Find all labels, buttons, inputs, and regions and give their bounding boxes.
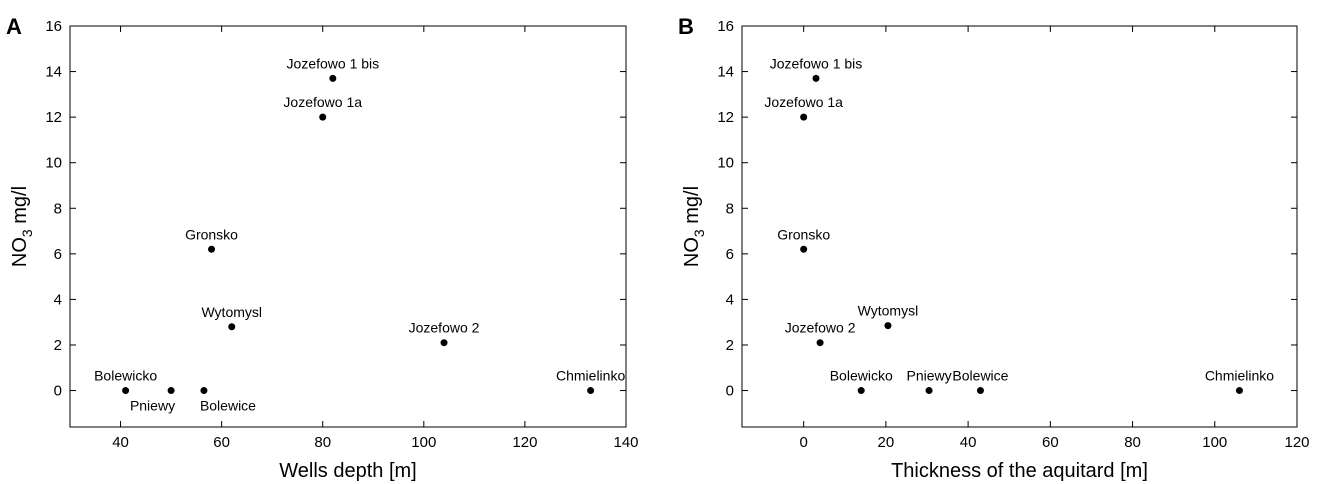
y-tick-label: 12 — [717, 109, 734, 126]
data-point-label: Wytomysl — [858, 303, 919, 319]
data-point-label: Chmielinko — [1205, 368, 1274, 384]
y-tick-label: 0 — [726, 383, 734, 400]
data-point-label: Pniewy — [130, 398, 175, 414]
y-tick-label: 12 — [45, 109, 62, 126]
data-point-label: Wytomysl — [201, 304, 262, 320]
y-axis-title-main: NO — [9, 237, 31, 267]
x-tick-label: 120 — [1284, 434, 1309, 451]
y-axis-title-unit: mg/l — [9, 186, 31, 229]
x-tick-label: 80 — [314, 434, 331, 451]
data-point-label: Bolewicko — [830, 368, 893, 384]
y-tick-label: 10 — [717, 155, 734, 172]
data-point-label: Jozefowo 2 — [409, 320, 480, 336]
x-tick-label: 100 — [1202, 434, 1227, 451]
data-point — [800, 245, 808, 253]
data-point-label: Jozefowo 1 bis — [770, 55, 863, 71]
y-tick-label: 16 — [717, 18, 734, 35]
data-point — [857, 387, 865, 395]
data-point-label: Jozefowo 2 — [785, 320, 856, 336]
y-tick-label: 16 — [45, 18, 62, 35]
x-tick-label: 0 — [799, 434, 807, 451]
panel-label: A — [6, 14, 22, 39]
x-tick-label: 80 — [1124, 434, 1141, 451]
x-tick-label: 40 — [112, 434, 129, 451]
y-axis-title: NO3 mg/l — [9, 186, 35, 267]
x-tick-label: 60 — [213, 434, 230, 451]
data-point — [208, 245, 216, 253]
y-axis-title-main: NO — [681, 237, 703, 267]
data-point — [329, 74, 337, 82]
x-axis-title: Thickness of the aquitard [m] — [891, 460, 1148, 482]
y-tick-label: 4 — [54, 291, 62, 308]
scatter-panel-a: A 40 60 80 100 120 140 0 2 4 6 8 10 12 14 16 Wells depth… — [6, 14, 639, 482]
plot-frame — [741, 25, 1298, 428]
x-tick-label: 140 — [613, 434, 638, 451]
y-tick-label: 8 — [54, 200, 62, 217]
data-point — [319, 113, 327, 121]
y-tick-label: 8 — [726, 200, 734, 217]
data-point-label: Chmielinko — [556, 368, 625, 384]
plot-frame — [69, 25, 627, 428]
data-point-label: Jozefowo 1a — [764, 94, 843, 110]
y-axis-title-subscript: 3 — [691, 229, 707, 237]
data-point — [587, 387, 595, 395]
y-tick-label: 4 — [726, 291, 734, 308]
data-point-label: Jozefowo 1 bis — [287, 55, 380, 71]
y-tick-label: 6 — [726, 246, 734, 263]
x-tick-label: 60 — [1042, 434, 1059, 451]
data-point-label: Gronsko — [777, 226, 830, 242]
y-axis-title-unit: mg/l — [681, 186, 703, 229]
data-point-label: Bolewicko — [94, 368, 157, 384]
y-axis-title-subscript: 3 — [19, 229, 35, 237]
data-point — [925, 387, 933, 395]
y-tick-label: 2 — [54, 337, 62, 354]
y-tick-label: 2 — [726, 337, 734, 354]
y-tick-label: 10 — [45, 155, 62, 172]
y-axis-title: NO3 mg/l — [681, 186, 707, 267]
data-point — [812, 74, 820, 82]
data-point — [816, 339, 824, 347]
y-tick-label: 14 — [45, 64, 62, 81]
data-point-label: Pniewy — [906, 368, 951, 384]
data-point — [800, 113, 808, 121]
x-tick-label: 100 — [411, 434, 436, 451]
data-point — [1235, 387, 1243, 395]
x-axis-title: Wells depth [m] — [279, 460, 416, 482]
x-tick-label: 20 — [878, 434, 895, 451]
x-tick-label: 40 — [960, 434, 977, 451]
data-point — [228, 323, 236, 331]
data-point-label: Jozefowo 1a — [283, 94, 362, 110]
data-point — [122, 387, 130, 395]
data-point-label: Bolewice — [952, 368, 1008, 384]
data-point-label: Gronsko — [185, 226, 238, 242]
data-point-label: Bolewice — [200, 398, 256, 414]
scatter-panel-b: B 0 20 40 60 80 100 120 0 2 4 6 8 10 12 14 16 Thickness o… — [678, 14, 1310, 482]
data-point — [167, 387, 175, 395]
x-tick-label: 120 — [512, 434, 537, 451]
y-tick-label: 0 — [54, 383, 62, 400]
y-tick-label: 14 — [717, 64, 734, 81]
panel-label: B — [678, 14, 694, 39]
y-tick-label: 6 — [54, 246, 62, 263]
data-point — [976, 387, 984, 395]
data-point — [440, 339, 448, 347]
data-point — [200, 387, 208, 395]
data-point — [884, 322, 892, 330]
